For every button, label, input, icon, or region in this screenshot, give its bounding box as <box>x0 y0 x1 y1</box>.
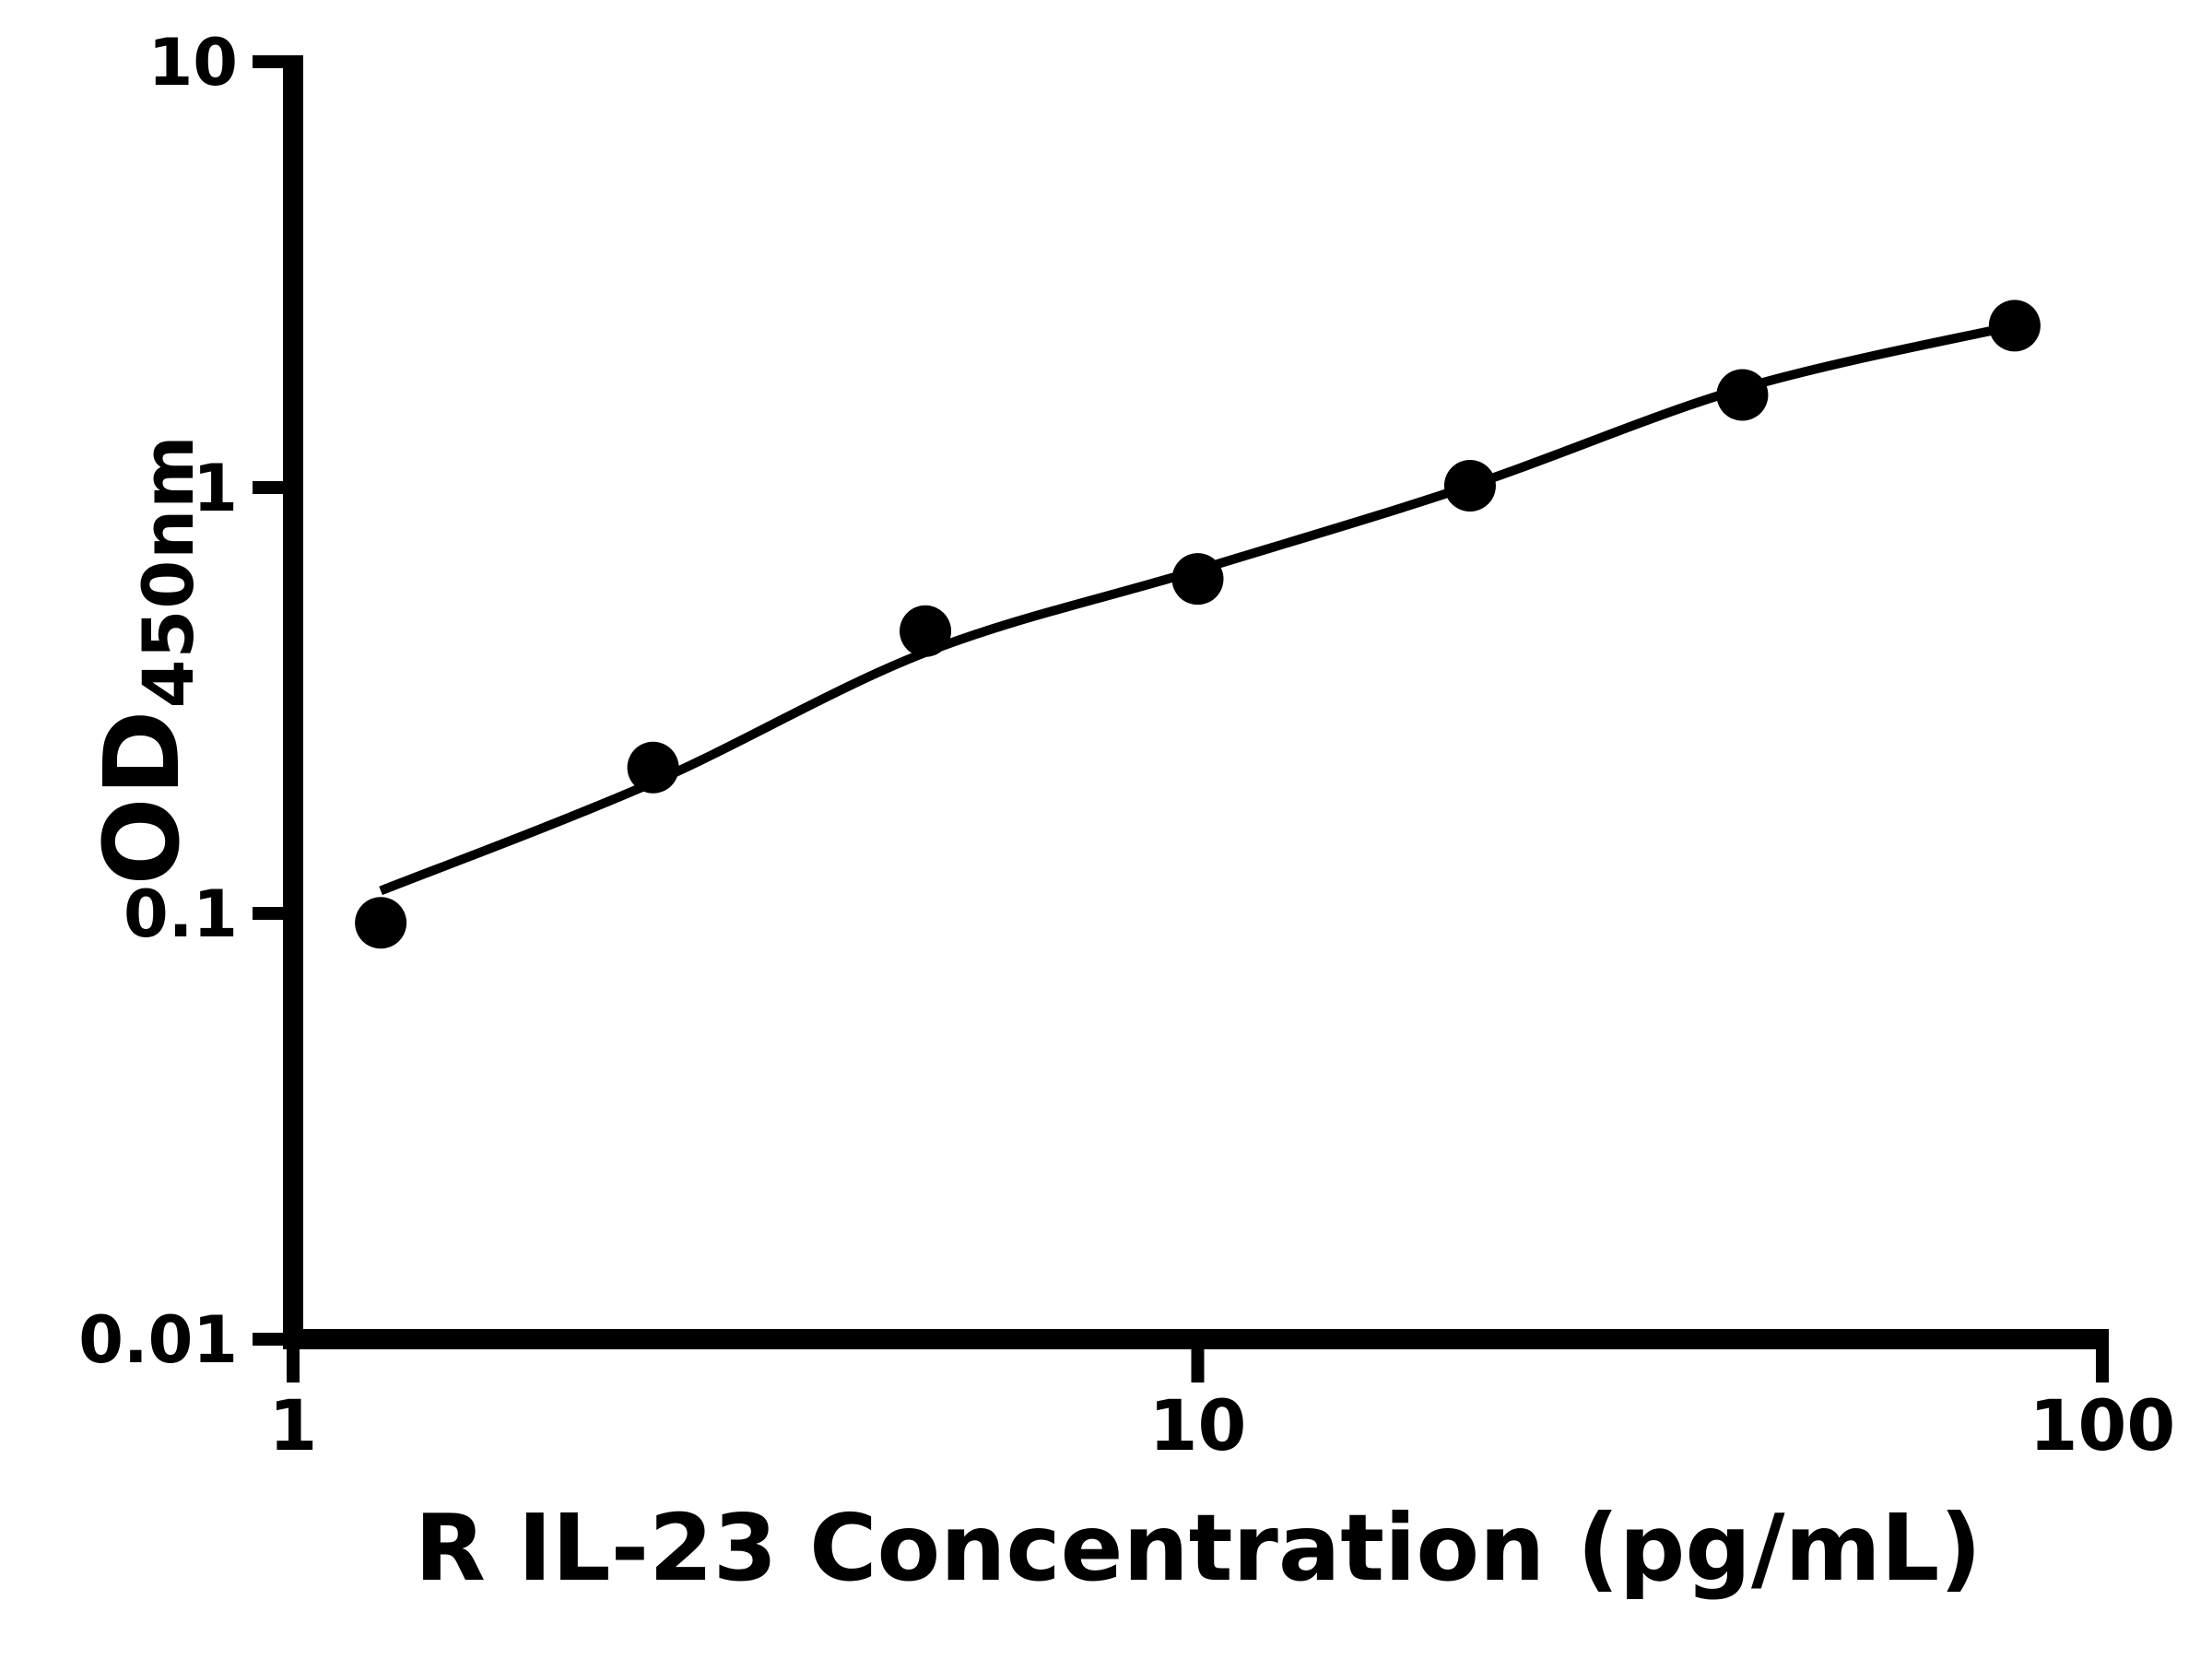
data-point-20pgml <box>1443 460 1496 512</box>
data-point-2.5pgml <box>627 741 679 794</box>
data-point-80pgml <box>1988 300 2041 352</box>
y-tick-1 <box>253 481 293 494</box>
y-tick-0.01 <box>253 1333 293 1346</box>
data-point-5pgml <box>900 605 952 657</box>
data-point-1.25pgml <box>355 897 407 949</box>
y-tick-0.1 <box>253 907 293 920</box>
y-tick-label-10: 10 <box>148 25 238 100</box>
x-tick-100 <box>2096 1339 2109 1382</box>
y-tick-10 <box>253 55 293 68</box>
x-tick-1 <box>287 1339 300 1382</box>
y-tick-label-0.1: 0.1 <box>124 877 238 952</box>
y-tick-label-1: 1 <box>193 451 238 526</box>
data-point-10pgml <box>1171 553 1224 606</box>
x-tick-label-1: 1 <box>269 1384 318 1466</box>
x-tick-label-10: 10 <box>1149 1384 1247 1466</box>
x-tick-10 <box>1191 1339 1205 1382</box>
x-tick-label-100: 100 <box>2030 1384 2176 1466</box>
x-axis-title: R IL-23 Concentration (pg/mL) <box>414 1494 1983 1602</box>
fit-curve <box>379 321 2017 896</box>
y-axis-spine <box>283 55 303 1349</box>
y-tick-label-0.01: 0.01 <box>78 1302 238 1378</box>
y-axis-title-main: OD <box>83 708 203 886</box>
y-axis-title: OD450nm <box>83 434 209 885</box>
data-point-40pgml <box>1716 369 1769 421</box>
y-axis-title-subscript: 450nm <box>127 434 209 709</box>
